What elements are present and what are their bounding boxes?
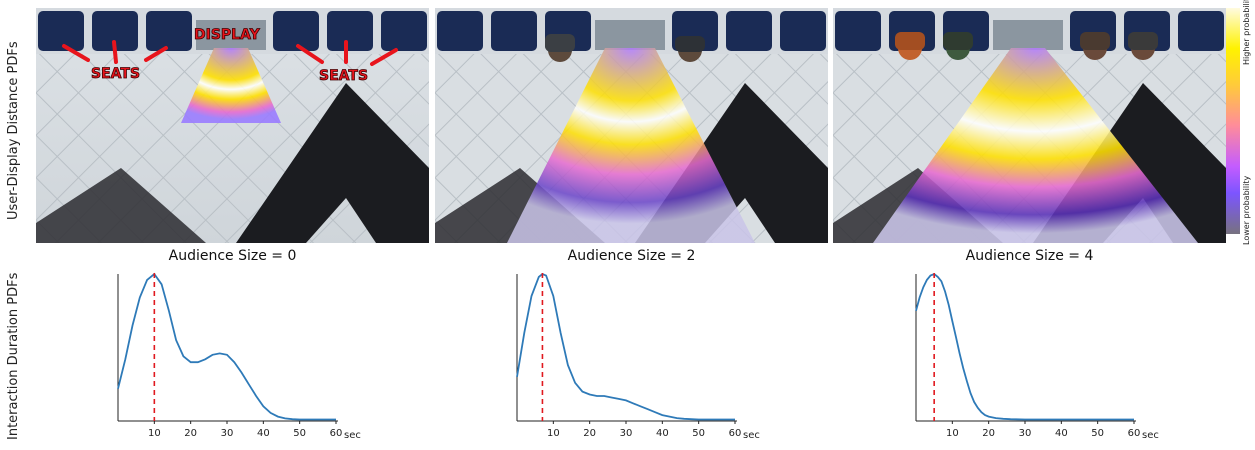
x-unit-label: sec [344, 430, 361, 441]
x-tick-label: 50 [1091, 428, 1104, 439]
duration-pdf-curve [915, 272, 1134, 421]
row-label-distance: User-Display Distance PDFs [6, 41, 21, 220]
x-tick-label: 20 [184, 428, 197, 439]
distance-heat-region-0 [181, 48, 281, 123]
probability-colorbar [1226, 8, 1240, 234]
x-tick-label: 30 [221, 428, 234, 439]
x-tick-label: 30 [620, 428, 633, 439]
duration-pdf-curve [117, 272, 336, 421]
duration-plot-0: 10 20 30 40 50 60 sec [110, 266, 370, 446]
row-label-duration: Interaction Duration PDFs [6, 272, 21, 440]
x-unit-label: sec [743, 430, 760, 441]
scene-panel-audience-2 [435, 8, 828, 243]
x-tick-label: 30 [1019, 428, 1032, 439]
colorbar-label-high: Higher probability [1242, 0, 1251, 65]
x-tick-label: 40 [1055, 428, 1068, 439]
distance-heat-region-2 [507, 48, 755, 243]
annotation-seats-left: SEATS [91, 66, 140, 82]
annotation-seats-right: SEATS [319, 68, 368, 84]
colorbar-label-low: Lower probability [1242, 175, 1251, 245]
x-tick-label: 10 [547, 428, 560, 439]
annotation-display: DISPLAY [194, 27, 261, 43]
x-tick-label: 60 [330, 428, 343, 439]
panel-title-0: Audience Size = 0 [168, 248, 297, 264]
x-tick-label: 20 [583, 428, 596, 439]
x-tick-label: 50 [692, 428, 705, 439]
x-tick-label: 50 [293, 428, 306, 439]
distance-heat-region-4 [873, 48, 1198, 243]
scene-panel-audience-0: SEATS DISPLAY SEATS [36, 8, 429, 243]
x-tick-label: 40 [656, 428, 669, 439]
x-tick-label: 20 [982, 428, 995, 439]
duration-plot-4: 10 20 30 40 50 60 sec [908, 266, 1168, 446]
x-tick-label: 60 [1128, 428, 1141, 439]
x-tick-label: 10 [148, 428, 161, 439]
scene-panel-audience-4 [833, 8, 1226, 243]
duration-plot-2: 10 20 30 40 50 60 sec [509, 266, 769, 446]
duration-pdf-curve [516, 272, 735, 421]
x-tick-label: 60 [729, 428, 742, 439]
x-tick-label: 40 [257, 428, 270, 439]
x-unit-label: sec [1142, 430, 1159, 441]
x-tick-label: 10 [946, 428, 959, 439]
panel-title-4: Audience Size = 4 [965, 248, 1094, 264]
panel-title-2: Audience Size = 2 [567, 248, 696, 264]
